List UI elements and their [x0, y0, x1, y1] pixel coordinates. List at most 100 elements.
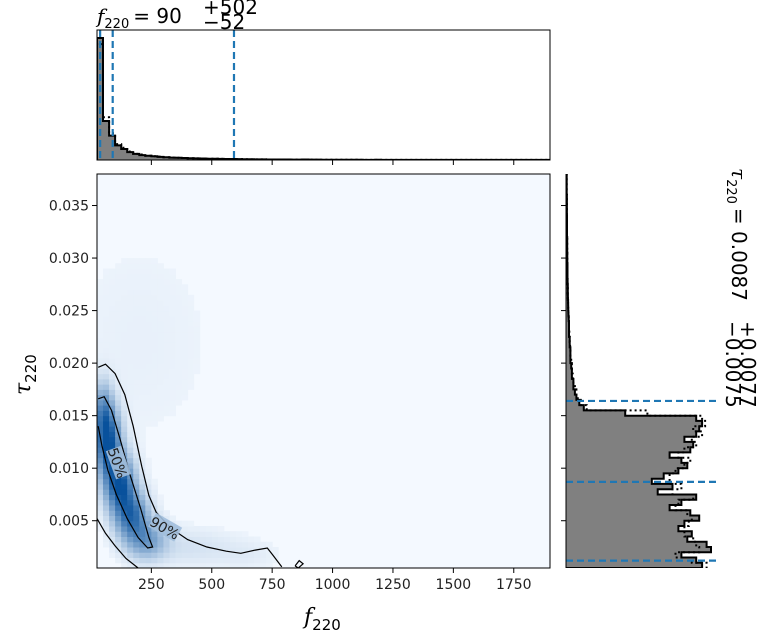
heatmap-cell [127, 499, 134, 506]
heatmap-cell [127, 483, 134, 490]
heatmap-cell [211, 525, 219, 532]
heatmap-cell [139, 405, 146, 411]
heatmap-cell [205, 562, 213, 568]
heatmap-cell [121, 378, 128, 385]
heatmap-cell [139, 336, 146, 343]
heatmap-cell [115, 510, 122, 516]
heatmap-cell [211, 541, 219, 548]
heatmap-cell [157, 300, 164, 306]
heatmap-cell [121, 562, 128, 568]
heatmap-cell [127, 279, 134, 285]
heatmap-cell [163, 394, 170, 401]
heatmap-cell [254, 552, 261, 558]
heatmap-cell [181, 378, 189, 385]
heatmap-cell [145, 473, 152, 480]
x-tick-label: 1000 [315, 577, 351, 593]
heatmap-cell [163, 389, 170, 396]
heatmap-cell [205, 536, 213, 543]
heatmap-cell [97, 468, 104, 474]
heatmap-cell [139, 342, 146, 348]
top-hist-fill [97, 38, 550, 160]
heatmap-cell [193, 557, 201, 564]
heatmap-cell [163, 363, 170, 369]
heatmap-cell [181, 357, 189, 364]
heatmap-cell [109, 321, 116, 327]
heatmap-cell [115, 531, 122, 537]
heatmap-cell [121, 426, 128, 432]
heatmap-cell [169, 284, 177, 291]
heatmap-cell [254, 536, 261, 543]
heatmap-cell [133, 536, 140, 543]
heatmap-cell [115, 279, 122, 285]
heatmap-cell [133, 452, 140, 459]
heatmap-cell [109, 510, 116, 516]
heatmap-cell [169, 410, 177, 417]
heatmap-cell [151, 294, 158, 301]
heatmap-cell [109, 499, 116, 506]
heatmap-cell [109, 541, 116, 548]
heatmap-cell [127, 378, 134, 385]
heatmap-cell [254, 562, 261, 568]
heatmap-cell [97, 426, 104, 432]
heatmap-cell [121, 389, 128, 396]
heatmap-cell [151, 399, 158, 406]
heatmap-cell [151, 321, 158, 327]
heatmap-cell [157, 378, 164, 385]
heatmap-cell [193, 536, 201, 543]
heatmap-cell [157, 315, 164, 322]
heatmap-cell [193, 315, 201, 322]
heatmap-cell [109, 536, 116, 543]
heatmap-cell [103, 441, 110, 448]
heatmap-cell [115, 368, 122, 375]
heatmap-cell [145, 562, 152, 568]
heatmap-cell [127, 368, 134, 375]
heatmap-cell [139, 489, 146, 495]
heatmap-cell [151, 394, 158, 401]
heatmap-cell [193, 357, 201, 364]
heatmap-cell [163, 289, 170, 296]
heatmap-cell [127, 447, 134, 453]
heatmap-cell [139, 504, 146, 511]
heatmap-cell [127, 352, 134, 359]
heatmap-cell [127, 525, 134, 532]
heatmap-cell [115, 552, 122, 558]
heatmap-cell [139, 415, 146, 422]
heatmap-cell [139, 536, 146, 543]
heatmap-cell [169, 315, 177, 322]
heatmap-cell [145, 552, 152, 558]
heatmap-cell [115, 426, 122, 432]
heatmap-cell [133, 284, 140, 291]
heatmap-cell [109, 415, 116, 422]
heatmap-cell [139, 515, 146, 522]
heatmap-cell [223, 552, 231, 558]
heatmap-cell [103, 536, 110, 543]
heatmap-cell [133, 368, 140, 375]
heatmap-cell [175, 520, 183, 527]
heatmap-cell [127, 510, 134, 516]
heatmap-cell [127, 326, 134, 333]
heatmap-cell [151, 552, 158, 558]
heatmap-cell [145, 373, 152, 380]
heatmap-cell [157, 504, 164, 511]
heatmap-cell [260, 562, 267, 568]
heatmap-cell [133, 279, 140, 285]
top-histogram [97, 37, 550, 160]
heatmap-cell [175, 279, 183, 285]
heatmap-cell [169, 331, 177, 338]
heatmap-cell [163, 552, 170, 558]
heatmap-cell [145, 258, 152, 264]
heatmap-cell [97, 331, 104, 338]
heatmap-cell [133, 399, 140, 406]
heatmap-cell [266, 557, 273, 564]
heatmap-cell [103, 494, 110, 501]
heatmap-cell [169, 368, 177, 375]
heatmap-cell [223, 546, 231, 553]
heatmap-cell [103, 384, 110, 390]
heatmap-cell [151, 489, 158, 495]
heatmap-cell [133, 457, 140, 464]
heatmap-cell [139, 420, 146, 427]
heatmap-cell [241, 541, 249, 548]
heatmap-cell [97, 294, 104, 301]
heatmap-cell [127, 557, 134, 564]
heatmap-cell [127, 315, 134, 322]
